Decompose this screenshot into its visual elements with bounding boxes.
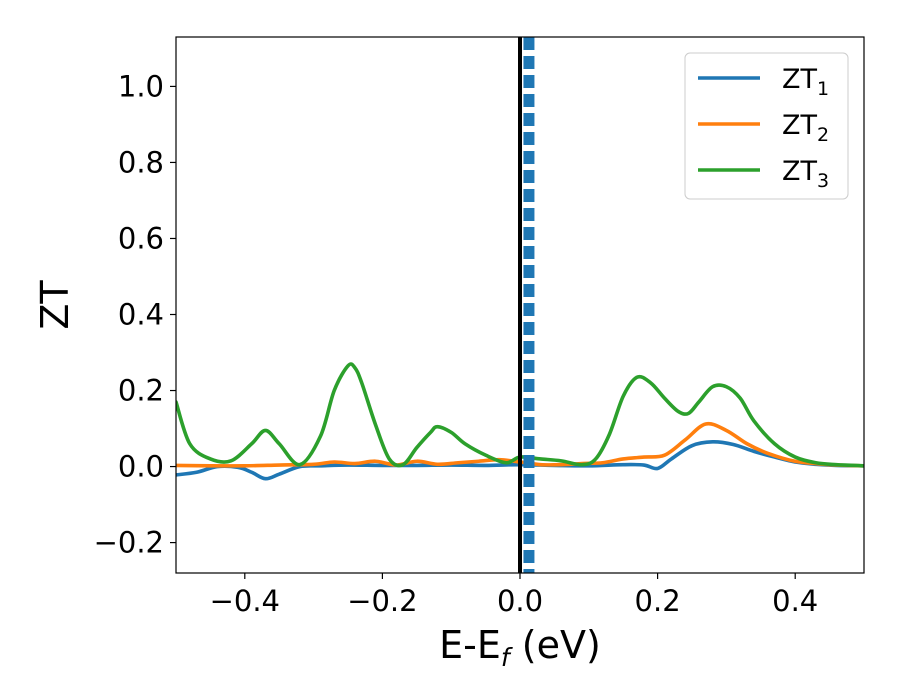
y-tick-label: 0.4 bbox=[118, 298, 164, 332]
legend-label-zt2: ZT2 bbox=[782, 110, 829, 146]
y-tick-label: 1.0 bbox=[118, 69, 164, 103]
legend-box bbox=[684, 52, 849, 200]
y-tick-label: 0.2 bbox=[118, 374, 164, 408]
y-tick-label: −0.2 bbox=[94, 526, 164, 560]
y-tick-label: 0.6 bbox=[118, 221, 164, 255]
x-tick-label: 0.4 bbox=[772, 584, 818, 618]
x-axis: −0.4 −0.2 0.0 0.2 0.4 bbox=[210, 573, 818, 618]
plot-area bbox=[176, 37, 864, 573]
y-axis-label: ZT bbox=[33, 280, 77, 330]
x-tick-label: 0.0 bbox=[497, 584, 543, 618]
series-line-zt3 bbox=[176, 362, 864, 468]
legend-label-zt3: ZT3 bbox=[782, 156, 829, 192]
x-axis-label: E-Ef (eV) bbox=[439, 623, 601, 672]
x-axis-label-main: E-E bbox=[439, 623, 501, 667]
x-tick-label: −0.2 bbox=[347, 584, 417, 618]
x-tick-label: 0.2 bbox=[635, 584, 681, 618]
legend-label-zt1: ZT1 bbox=[782, 64, 829, 100]
y-tick-label: 0.0 bbox=[118, 450, 164, 484]
y-axis: −0.2 0.0 0.2 0.4 0.6 0.8 1.0 bbox=[94, 69, 176, 560]
x-axis-label-unit: (eV) bbox=[510, 623, 601, 667]
x-tick-label: −0.4 bbox=[210, 584, 280, 618]
legend: ZT1 ZT2 ZT3 bbox=[684, 52, 849, 200]
y-tick-label: 0.8 bbox=[118, 145, 164, 179]
